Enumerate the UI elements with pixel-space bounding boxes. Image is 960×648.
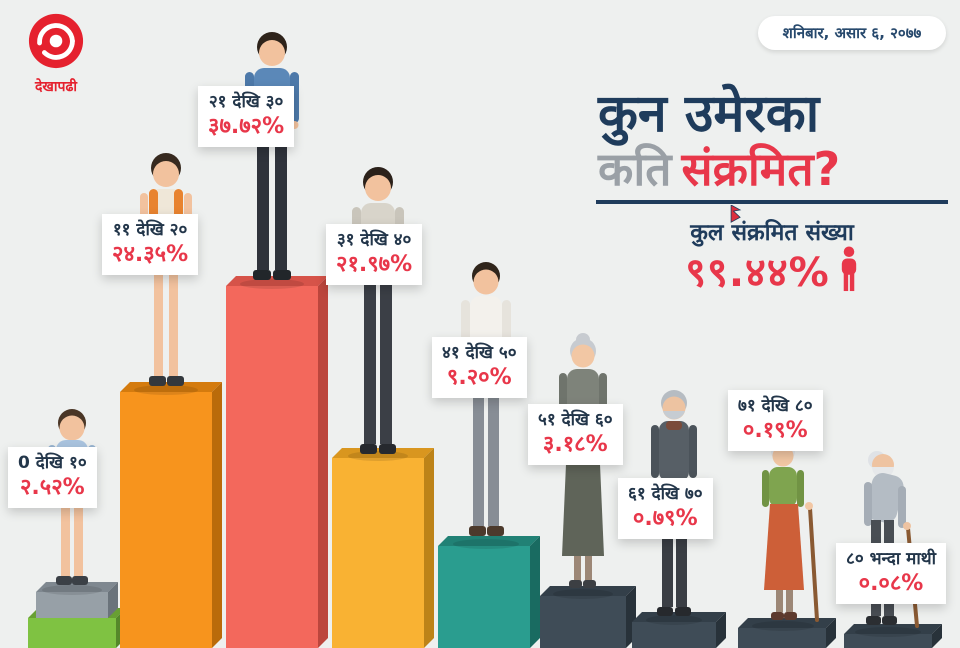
age-range-label: ४१ देखि ५० <box>442 343 517 363</box>
label-card-age-41-50: ४१ देखि ५० ९.२०% <box>432 337 527 399</box>
figure-man-31-40 <box>348 167 408 461</box>
person-pictogram-icon <box>841 245 856 291</box>
label-card-age-0-10: 0 देखि १० २.५२% <box>8 447 97 509</box>
nepal-flag-icon <box>730 205 742 223</box>
label-card-age-31-40: ३१ देखि ४० २१.९७% <box>326 224 423 286</box>
age-percent-value: २४.३५% <box>112 241 189 267</box>
bar-age-41-50 <box>438 546 530 648</box>
title-line-2: कति संक्रमित? <box>598 146 840 192</box>
date-badge: शनिबार, असार ६, २०७७ <box>758 16 946 50</box>
title-word-gray: कति <box>598 142 672 196</box>
label-card-age-11-20: ११ देखि २० २४.३५% <box>102 214 199 276</box>
podium-age-80-plus <box>844 634 932 648</box>
dekhapadhi-logo: देखापढी <box>18 12 94 96</box>
title-word-red: संक्रमित? <box>681 142 841 196</box>
age-range-label: ३१ देखि ४० <box>336 230 412 250</box>
age-range-label: ५१ देखि ६० <box>538 410 613 430</box>
title-block: कुन उमेरका कति संक्रमित? कुल संक्रमित संख… <box>596 88 948 303</box>
label-card-age-61-70: ६१ देखि ७० ०.७९% <box>618 478 713 540</box>
title-underline <box>596 200 948 204</box>
age-percent-value: ३.१८% <box>542 431 608 457</box>
bar-age-11-20 <box>120 392 212 648</box>
total-infected-value: ९९.४४% <box>685 250 830 296</box>
podium-age-71-80 <box>738 628 826 648</box>
age-range-label: ७१ देखि ८० <box>738 396 813 416</box>
age-percent-value: २१.९७% <box>336 251 413 277</box>
figure-elderly-woman-71-80 <box>752 436 819 631</box>
age-range-label: २१ देखि ३० <box>208 92 284 112</box>
age-percent-value: २.५२% <box>19 474 85 500</box>
title-line-1: कुन उमेरका <box>598 84 820 144</box>
figure-businessman-41-50 <box>444 262 519 549</box>
age-range-label: ११ देखि २० <box>112 220 188 240</box>
age-percent-value: ०.१९% <box>742 417 808 443</box>
label-card-age-51-60: ५१ देखि ६० ३.१८% <box>528 404 623 466</box>
age-percent-value: ०.७९% <box>632 505 698 531</box>
age-range-label: ६१ देखि ७० <box>628 484 703 504</box>
figure-elderly-man-80-plus <box>855 451 921 637</box>
age-percent-value: ९.२०% <box>446 364 512 390</box>
age-percent-value: ३७.७२% <box>208 113 285 139</box>
total-infected-row: ९९.४४% <box>596 243 948 298</box>
age-percent-value: ०.०८% <box>858 570 924 596</box>
age-range-label: ८० भन्दा माथी <box>846 549 936 569</box>
total-infected-label: कुल संक्रमित संख्या <box>690 220 854 246</box>
logo-wordmark: देखापढी <box>35 79 77 95</box>
label-card-age-71-80: ७१ देखि ८० ०.१९% <box>728 390 823 452</box>
podium-age-0-10 <box>36 592 108 618</box>
bar-age-31-40 <box>332 458 424 648</box>
age-range-label: 0 देखि १० <box>18 453 87 473</box>
podium-age-51-60 <box>540 596 626 648</box>
label-card-age-21-30: २१ देखि ३० ३७.७२% <box>198 86 295 148</box>
figure-man-21-30 <box>240 32 304 289</box>
bar-age-21-30 <box>226 286 318 648</box>
walking-cane <box>808 506 819 622</box>
label-card-age-80-plus: ८० भन्दा माथी ०.०८% <box>836 543 946 605</box>
podium-age-61-70 <box>632 622 716 648</box>
dekhapadhi-eye-icon <box>28 13 84 69</box>
figure-elderly-man-61-70 <box>646 390 702 625</box>
bar-age-0-10 <box>28 618 116 648</box>
